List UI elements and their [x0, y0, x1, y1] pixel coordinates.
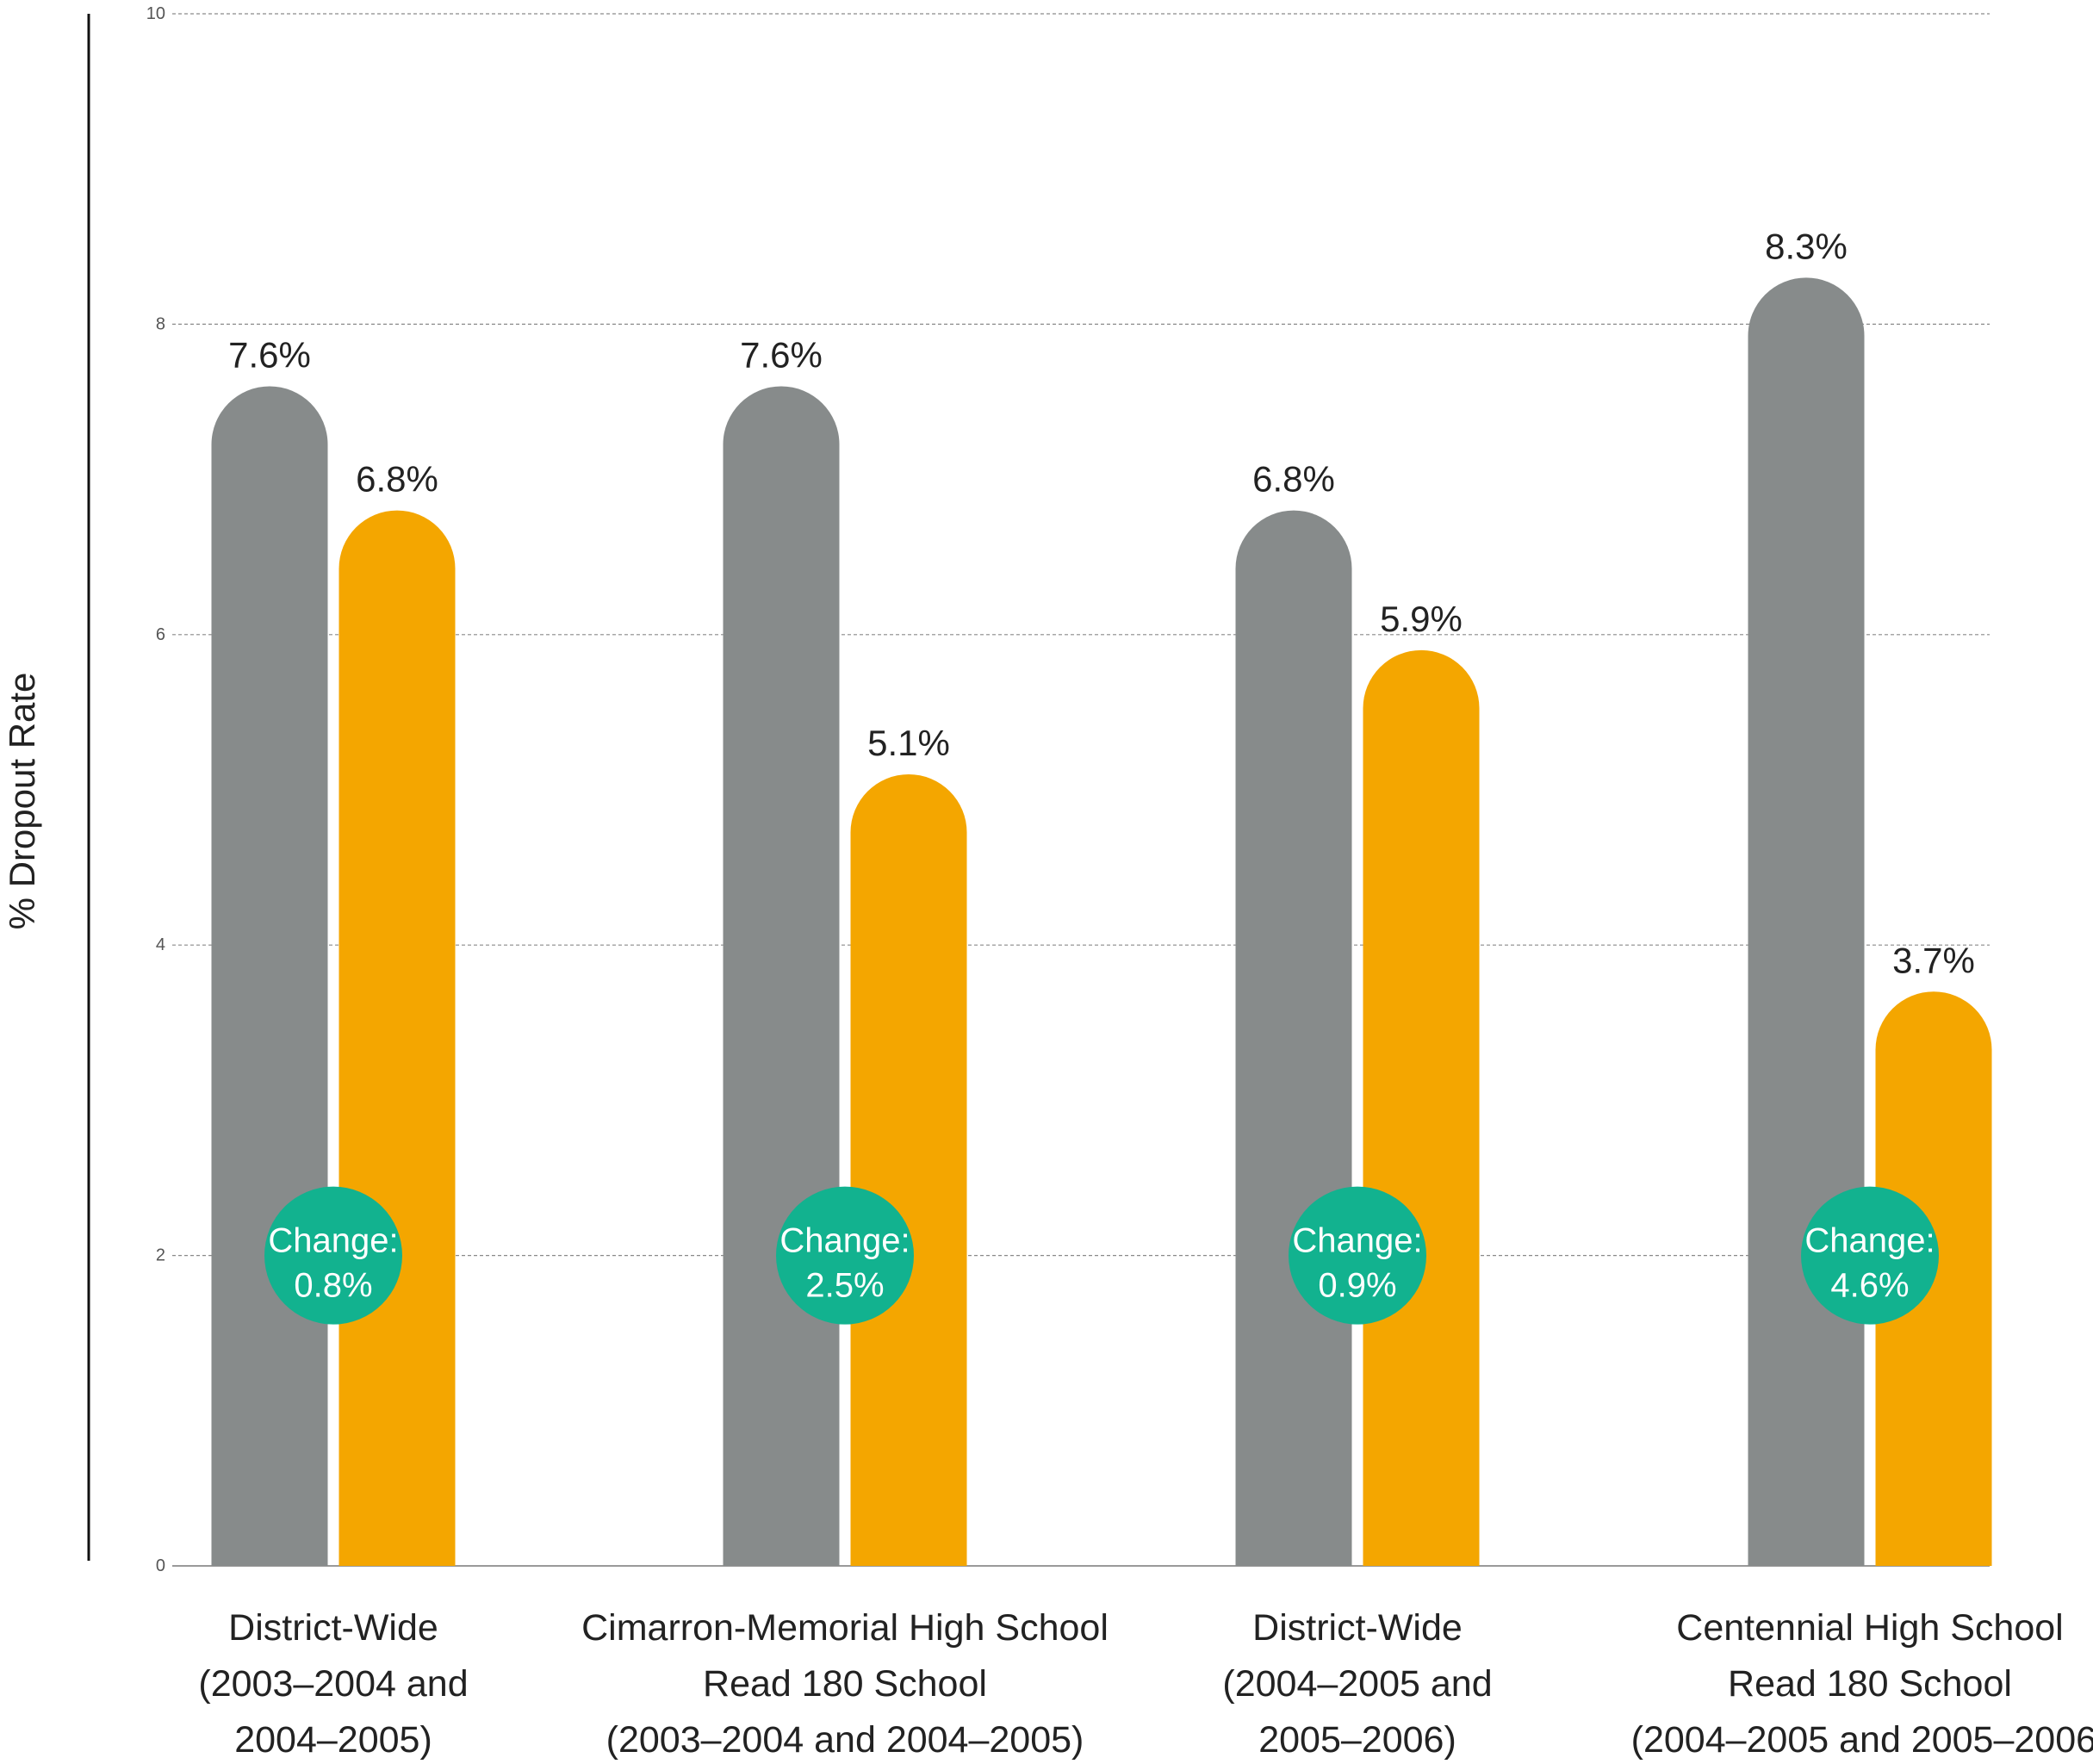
- change-badge-4: [1801, 1186, 1939, 1325]
- value-label-series1-group3: 6.8%: [1252, 459, 1335, 500]
- category-label-1-line-1: District-Wide: [228, 1607, 438, 1649]
- change-badge-1-line-2: 0.8%: [294, 1267, 372, 1305]
- category-label-3-line-3: 2005–2006): [1258, 1719, 1456, 1761]
- category-label-3-line-2: (2004–2005 and: [1222, 1663, 1492, 1705]
- category-label-1-line-2: (2003–2004 and: [198, 1663, 468, 1705]
- bars: [211, 277, 1992, 1567]
- y-tick-label-10: 10: [146, 4, 165, 23]
- change-badge-label-1: Change: 0.8%: [268, 1222, 398, 1305]
- category-label-2-line-2: Read 180 School: [703, 1663, 987, 1705]
- change-badge-2: [776, 1186, 914, 1325]
- category-label-2-line-1: Cimarron-Memorial High School: [581, 1607, 1109, 1649]
- value-label-series2-group3: 5.9%: [1380, 599, 1463, 639]
- category-label-4-line-2: Read 180 School: [1728, 1663, 2012, 1705]
- category-label-1: District-Wide (2003–2004 and 2004–2005): [198, 1607, 468, 1761]
- value-label-series1-group2: 7.6%: [740, 334, 823, 375]
- value-labels: 7.6% 7.6% 6.8% 8.3% 6.8% 5.1% 5.9% 3.7%: [228, 226, 1975, 980]
- gridlines: 0 2 4 6 8 10: [146, 4, 1990, 1575]
- category-label-3: District-Wide (2004–2005 and 2005–2006): [1222, 1607, 1492, 1761]
- change-badge-3-line-1: Change:: [1292, 1222, 1422, 1260]
- category-label-4-line-3: (2004–2005 and 2005–2006): [1631, 1719, 2093, 1761]
- bar-series1-group4: [1748, 277, 1865, 1567]
- value-label-series2-group2: 5.1%: [867, 723, 950, 763]
- change-badge-2-line-1: Change:: [779, 1222, 910, 1260]
- category-label-3-line-1: District-Wide: [1252, 1607, 1463, 1649]
- bar-series2-group1: [338, 510, 456, 1566]
- change-badge-label-2: Change: 2.5%: [779, 1222, 910, 1305]
- category-label-1-line-3: 2004–2005): [234, 1719, 432, 1761]
- change-badge-3-line-2: 0.9%: [1318, 1267, 1396, 1305]
- category-label-2-line-3: (2003–2004 and 2004–2005): [606, 1719, 1084, 1761]
- bar-series1-group1: [211, 386, 328, 1566]
- y-tick-label-8: 8: [156, 314, 165, 333]
- value-label-series1-group4: 8.3%: [1765, 226, 1848, 266]
- bar-series1-group3: [1235, 510, 1352, 1566]
- change-badge-1: [264, 1186, 402, 1325]
- y-tick-label-6: 6: [156, 625, 165, 644]
- change-badge-label-3: Change: 0.9%: [1292, 1222, 1422, 1305]
- change-badge-label-4: Change: 4.6%: [1804, 1222, 1935, 1305]
- change-badge-1-line-1: Change:: [268, 1222, 398, 1260]
- change-badges: Change: 0.8%Change: 2.5%Change: 0.9%Change:…: [264, 1186, 1939, 1325]
- category-label-4-line-1: Centennial High School: [1676, 1607, 2063, 1649]
- bar-series2-group2: [850, 773, 967, 1566]
- category-labels: District-Wide (2003–2004 and 2004–2005) Cim…: [198, 1607, 2093, 1761]
- y-tick-label-4: 4: [156, 935, 165, 954]
- value-label-series2-group1: 6.8%: [356, 459, 438, 500]
- value-label-series2-group4: 3.7%: [1892, 940, 1975, 980]
- bar-series2-group3: [1363, 649, 1480, 1566]
- bar-series1-group2: [723, 386, 840, 1566]
- change-badge-2-line-2: 2.5%: [805, 1267, 884, 1305]
- change-badge-3: [1289, 1186, 1426, 1325]
- value-label-series1-group1: 7.6%: [228, 334, 311, 375]
- y-tick-label-2: 2: [156, 1246, 165, 1265]
- category-label-2: Cimarron-Memorial High School Read 180 Sc…: [581, 1607, 1109, 1761]
- change-badge-4-line-2: 4.6%: [1830, 1267, 1909, 1305]
- y-tick-label-0: 0: [156, 1556, 165, 1575]
- change-badge-4-line-1: Change:: [1804, 1222, 1935, 1260]
- y-axis-title: % Dropout Rate: [2, 673, 42, 930]
- category-label-4: Centennial High School Read 180 School (20…: [1631, 1607, 2093, 1761]
